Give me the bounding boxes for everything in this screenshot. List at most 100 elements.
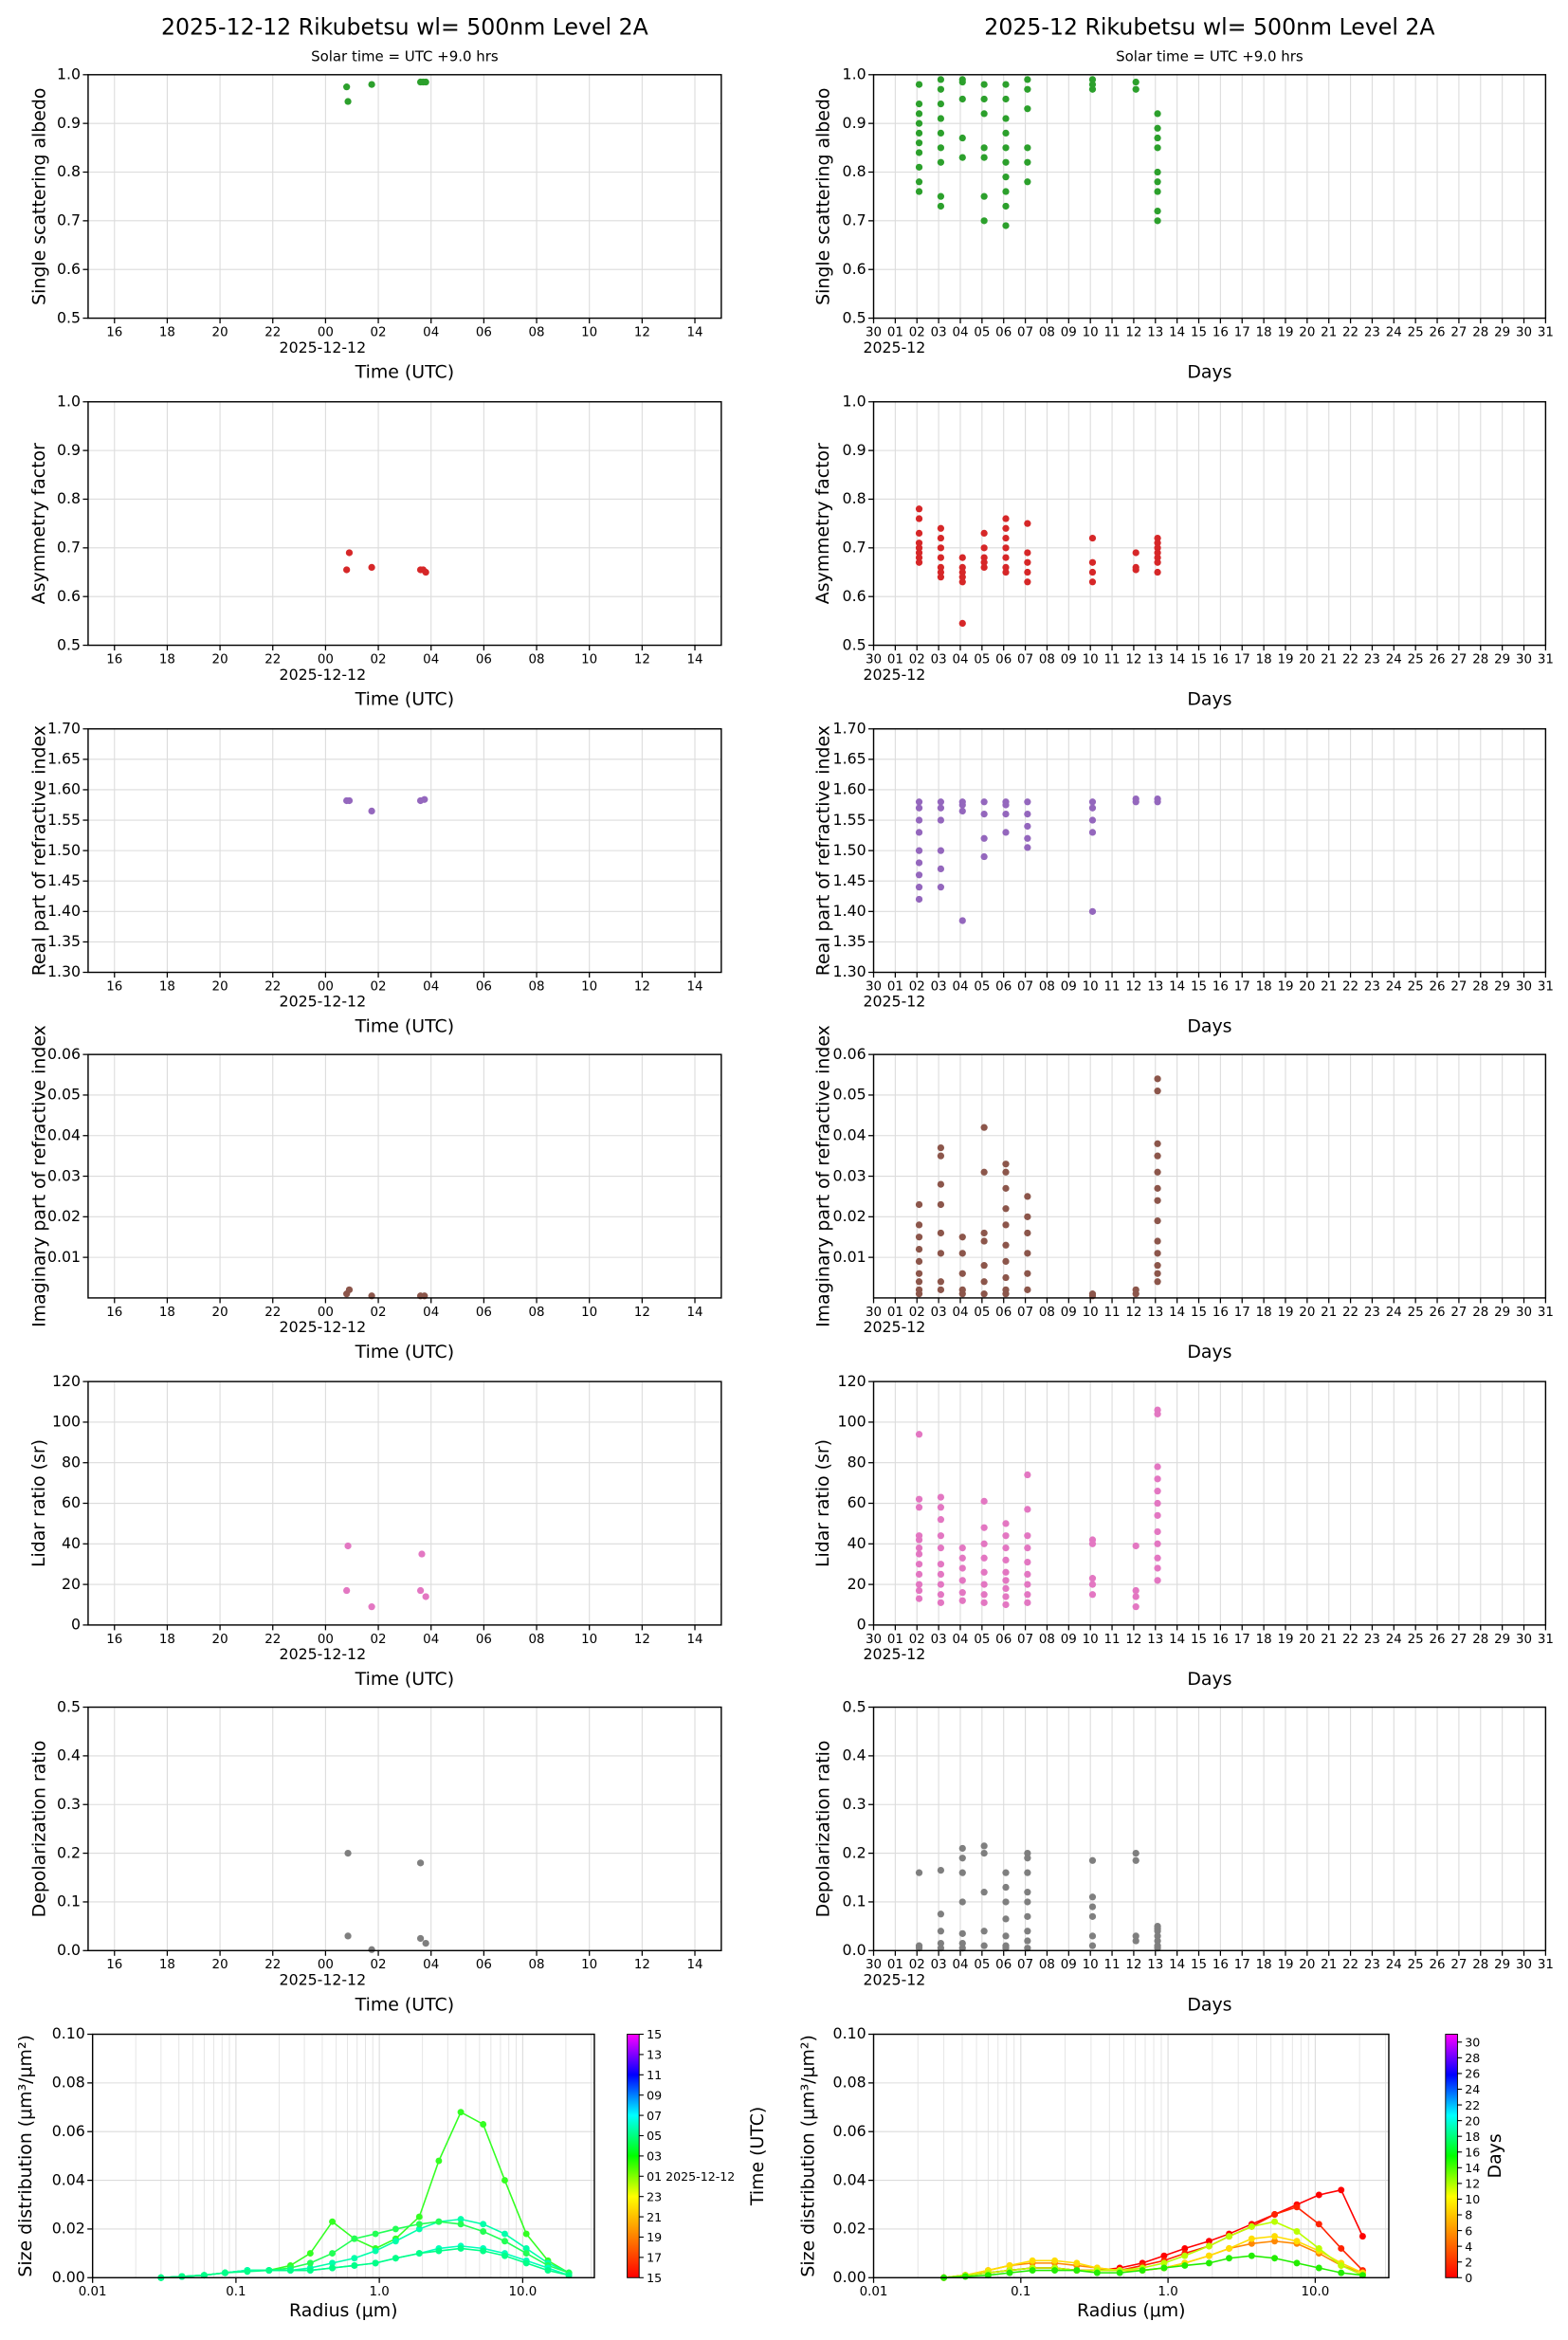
- x-tick-label: 20: [212, 652, 228, 667]
- point: [1154, 124, 1161, 132]
- x-tick-label: 02: [909, 979, 925, 994]
- x-tick-label: 22: [1342, 325, 1358, 339]
- series-line: [160, 2247, 570, 2279]
- series-point: [329, 2264, 337, 2272]
- point: [937, 1561, 945, 1568]
- series-point: [1029, 2257, 1036, 2264]
- point: [1002, 1241, 1010, 1249]
- date-label: 2025-12-12: [280, 1645, 367, 1663]
- point: [980, 1124, 988, 1131]
- x-tick-label: 18: [159, 325, 175, 339]
- y-tick-label: 60: [848, 1493, 866, 1511]
- series-point: [372, 2230, 379, 2238]
- point: [915, 1290, 923, 1298]
- point: [1154, 168, 1161, 176]
- point: [980, 95, 988, 103]
- point: [1088, 1893, 1097, 1901]
- point: [1088, 1540, 1097, 1547]
- point: [958, 574, 966, 581]
- point: [1024, 558, 1031, 566]
- point: [1088, 829, 1097, 836]
- point: [1024, 1570, 1031, 1579]
- point: [1154, 1278, 1161, 1286]
- x-tick-label: 06: [995, 1306, 1012, 1320]
- x-tick-label: 10: [581, 1958, 597, 1972]
- point: [958, 807, 966, 815]
- series-point: [480, 2228, 487, 2235]
- point: [958, 1869, 966, 1876]
- x-axis-label: Days: [1187, 689, 1231, 710]
- point: [915, 100, 923, 108]
- date-label: 2025-12-12: [280, 1318, 367, 1336]
- x-tick-label: 07: [1017, 1633, 1033, 1647]
- x-tick-label: 19: [1277, 325, 1293, 339]
- point: [980, 1599, 988, 1606]
- y-tick-label: 0.0: [57, 1941, 81, 1959]
- point: [1132, 1937, 1140, 1945]
- x-tick-label: 21: [1321, 652, 1337, 667]
- x-tick-label: 00: [318, 979, 334, 994]
- x-tick-label: 04: [952, 1306, 968, 1320]
- point: [1024, 1544, 1031, 1552]
- x-tick-label: 02: [909, 325, 925, 339]
- x-tick-label: 08: [529, 652, 545, 667]
- x-tick-label: 28: [1472, 325, 1488, 339]
- point: [980, 834, 988, 842]
- y-tick-label: 0.06: [833, 1045, 866, 1063]
- point: [1024, 798, 1031, 806]
- series-point: [1338, 2269, 1345, 2276]
- point: [1002, 1273, 1010, 1282]
- x-tick-label: 20: [212, 979, 228, 994]
- series-point: [501, 2177, 508, 2185]
- series-point: [1315, 2244, 1322, 2252]
- point: [937, 534, 945, 542]
- plot-area: [87, 1707, 721, 1951]
- point: [1002, 95, 1010, 103]
- x-tick-label: 06: [995, 979, 1012, 994]
- point: [937, 1286, 945, 1293]
- x-tick-label: 07: [1017, 1958, 1033, 1972]
- point: [1154, 1554, 1161, 1562]
- point: [1132, 566, 1140, 574]
- point: [1002, 1520, 1010, 1527]
- y-tick-label: 0.9: [843, 114, 866, 132]
- y-axis-label: Asymmetry factor: [28, 443, 49, 604]
- series-point: [1051, 2257, 1059, 2264]
- x-tick-label: 22: [264, 1633, 281, 1647]
- y-axis-label: Lidar ratio (sr): [812, 1439, 833, 1567]
- series-point: [522, 2259, 530, 2267]
- x-tick-label: 12: [1125, 979, 1141, 994]
- series-point: [1315, 2191, 1322, 2199]
- y-tick-label: 1.40: [47, 902, 81, 920]
- point: [1132, 798, 1140, 806]
- x-tick-label: 10: [581, 1633, 597, 1647]
- date-label: 2025-12: [863, 993, 925, 1011]
- point: [915, 178, 923, 186]
- colorbar-tick-label: 12: [1465, 2177, 1480, 2191]
- point: [1154, 1152, 1161, 1160]
- point: [1024, 1532, 1031, 1540]
- colorbar-tick-label: 01 2025-12-12: [647, 2169, 735, 2184]
- point: [915, 804, 923, 812]
- x-tick-label: 01: [887, 1958, 903, 1972]
- point: [915, 1257, 923, 1266]
- point: [915, 1869, 923, 1876]
- x-tick-label: 09: [1061, 1306, 1077, 1320]
- x-tick-label: 30: [1516, 652, 1532, 667]
- series-point: [1293, 2228, 1301, 2235]
- point: [958, 78, 966, 86]
- point: [980, 1591, 988, 1599]
- point: [915, 1570, 923, 1579]
- y-tick-label: 0.00: [52, 2268, 85, 2286]
- point: [1132, 1586, 1140, 1595]
- y-tick-label: 40: [848, 1534, 866, 1552]
- plot-frame: [87, 74, 722, 320]
- x-tick-label: 13: [1147, 652, 1163, 667]
- plot-area: [873, 1707, 1546, 1951]
- point: [1002, 1290, 1010, 1298]
- point: [345, 1286, 354, 1293]
- series-point: [306, 2267, 314, 2275]
- point: [1024, 822, 1031, 831]
- point: [1088, 816, 1097, 824]
- point: [915, 549, 923, 557]
